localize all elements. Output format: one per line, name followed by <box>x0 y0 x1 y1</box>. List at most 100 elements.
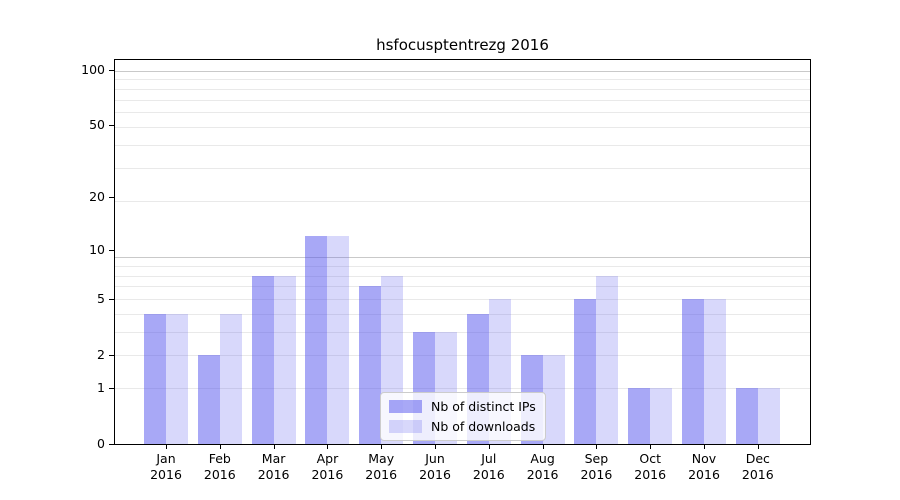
x-tick-year: 2016 <box>526 467 559 482</box>
gridline-minor <box>115 79 810 81</box>
x-tick-mark <box>596 445 598 449</box>
x-tick-month: Mar <box>261 451 286 466</box>
x-tick-year: 2016 <box>741 467 774 482</box>
legend-entry-downloads: Nb of downloads <box>389 419 536 434</box>
x-tick-month: Jul <box>481 451 497 466</box>
bar-distinct-ips-apr <box>305 236 328 444</box>
x-tick-year: 2016 <box>472 467 505 482</box>
y-tick-mark <box>109 355 114 356</box>
x-tick-year: 2016 <box>580 467 613 482</box>
gridline-minor <box>115 298 810 300</box>
bar-downloads-dec <box>757 387 780 444</box>
x-tick-year: 2016 <box>365 467 398 482</box>
plot-area: Nb of distinct IPs Nb of downloads <box>114 59 811 445</box>
gridline-minor <box>115 313 810 315</box>
x-tick-month: Feb <box>208 451 231 466</box>
gridline-minor <box>115 275 810 277</box>
x-tick-year: 2016 <box>257 467 290 482</box>
legend-swatch-distinct-ips <box>389 400 422 413</box>
x-tick-mark <box>542 445 544 449</box>
bar-distinct-ips-jan <box>144 313 166 444</box>
bar-downloads-aug <box>542 355 565 444</box>
x-tick-label-mar: Mar 2016 <box>244 451 304 483</box>
x-tick-label-sep: Sep 2016 <box>566 451 626 483</box>
y-tick-label: 2 <box>97 347 105 362</box>
y-tick-label: 1 <box>97 379 105 395</box>
gridline-minor <box>115 331 810 333</box>
bar-downloads-oct <box>650 387 673 444</box>
y-tick-mark <box>109 249 114 251</box>
y-tick-mark <box>109 387 114 389</box>
y-tick-mark <box>109 125 114 127</box>
bar-downloads-sep <box>596 275 619 444</box>
gridline-major <box>115 257 810 259</box>
x-tick-month: Dec <box>745 451 770 466</box>
gridline-major <box>115 70 810 72</box>
y-tick-label: 20 <box>89 189 105 205</box>
gridline-minor <box>115 286 810 288</box>
x-tick-month: Aug <box>530 451 555 466</box>
x-tick-month: Sep <box>584 451 609 466</box>
x-tick-label-jan: Jan 2016 <box>136 451 196 483</box>
x-tick-mark <box>757 445 759 449</box>
chart-title: hsfocusptentrezg 2016 <box>376 36 549 54</box>
bar-distinct-ips-mar <box>251 275 274 444</box>
bar-distinct-ips-dec <box>735 387 758 444</box>
x-tick-mark <box>488 445 490 449</box>
x-tick-month: Jan <box>156 451 176 466</box>
bar-downloads-nov <box>704 298 726 444</box>
legend-swatch-downloads <box>389 420 422 433</box>
bar-distinct-ips-may <box>359 286 382 444</box>
y-tick-mark <box>109 70 114 71</box>
bar-distinct-ips-sep <box>574 298 597 444</box>
x-tick-year: 2016 <box>311 467 344 482</box>
gridline-minor <box>115 168 810 170</box>
x-tick-mark <box>273 445 275 449</box>
x-tick-label-feb: Feb 2016 <box>190 451 250 483</box>
bar-downloads-jan <box>166 313 188 444</box>
gridline-minor <box>115 88 810 90</box>
x-tick-mark <box>704 445 705 449</box>
gridline-minor <box>115 201 810 203</box>
x-tick-year: 2016 <box>150 467 182 482</box>
gridline-minor <box>115 127 810 128</box>
bar-downloads-apr <box>327 236 350 444</box>
bar-downloads-feb <box>219 313 242 444</box>
x-tick-month: Oct <box>639 451 661 466</box>
legend-label-downloads: Nb of downloads <box>431 419 536 434</box>
y-tick-label: 5 <box>97 290 105 306</box>
gridline-minor <box>115 99 810 101</box>
y-tick-mark <box>109 197 114 199</box>
x-tick-label-dec: Dec 2016 <box>728 451 788 483</box>
x-tick-label-apr: Apr 2016 <box>297 451 357 483</box>
legend-label-distinct-ips: Nb of distinct IPs <box>431 399 536 414</box>
y-tick-label: 0 <box>97 436 105 451</box>
legend: Nb of distinct IPs Nb of downloads <box>380 392 546 441</box>
bar-distinct-ips-nov <box>682 298 704 444</box>
x-tick-label-nov: Nov 2016 <box>674 451 734 483</box>
x-tick-year: 2016 <box>634 467 667 482</box>
gridline-minor <box>115 355 810 356</box>
x-tick-month: May <box>368 451 395 466</box>
bar-distinct-ips-feb <box>197 355 220 444</box>
y-tick-label: 50 <box>89 117 105 133</box>
legend-entry-distinct-ips: Nb of distinct IPs <box>389 399 536 414</box>
x-tick-year: 2016 <box>419 467 451 482</box>
x-tick-month: Apr <box>316 451 339 466</box>
x-tick-mark <box>650 445 652 449</box>
bar-downloads-mar <box>273 275 296 444</box>
gridline-minor <box>115 145 810 147</box>
x-tick-mark <box>435 445 436 449</box>
x-tick-label-may: May 2016 <box>351 451 411 483</box>
x-tick-mark <box>381 445 383 449</box>
x-tick-mark <box>219 445 221 449</box>
x-tick-mark <box>166 445 167 449</box>
x-tick-label-jul: Jul 2016 <box>459 451 519 483</box>
x-tick-month: Jun <box>425 451 445 466</box>
x-tick-label-oct: Oct 2016 <box>620 451 680 483</box>
gridline-minor <box>115 387 810 389</box>
x-tick-mark <box>327 445 329 449</box>
y-tick-mark <box>109 298 114 300</box>
y-tick-mark <box>109 444 114 445</box>
